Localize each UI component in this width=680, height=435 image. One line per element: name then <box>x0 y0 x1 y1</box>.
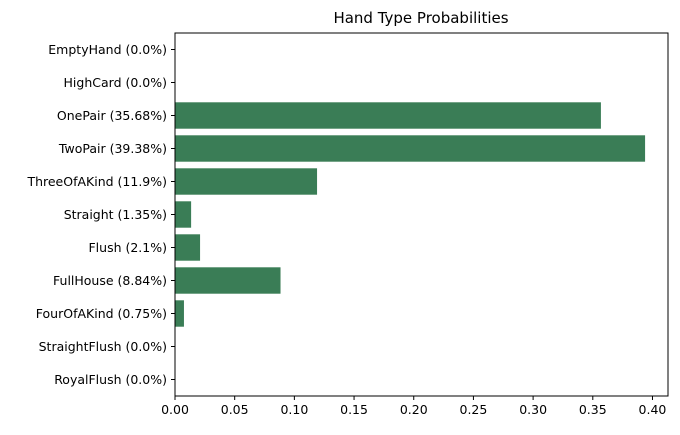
bar-7 <box>175 267 281 294</box>
y-tick-label-6: Flush (2.1%) <box>88 240 167 255</box>
chart-title: Hand Type Probabilities <box>333 9 508 27</box>
bar-2 <box>175 102 601 129</box>
y-axis: EmptyHand (0.0%) HighCard (0.0%) OnePair (… <box>26 42 175 387</box>
x-tick-label-3: 0.15 <box>340 402 368 417</box>
x-tick-label-4: 0.20 <box>400 402 428 417</box>
y-tick-label-1: HighCard (0.0%) <box>64 75 167 90</box>
y-tick-label-8: FourOfAKind (0.75%) <box>36 306 167 321</box>
y-tick-label-2: OnePair (35.68%) <box>57 108 167 123</box>
x-tick-label-1: 0.05 <box>221 402 249 417</box>
bars-group <box>175 102 646 327</box>
y-tick-label-3: TwoPair (39.38%) <box>58 141 167 156</box>
bar-4 <box>175 168 318 195</box>
x-tick-label-0: 0.00 <box>161 402 189 417</box>
plot-frame <box>174 32 669 397</box>
y-tick-label-0: EmptyHand (0.0%) <box>48 42 167 57</box>
bar-8 <box>175 300 184 327</box>
y-tick-label-7: FullHouse (8.84%) <box>53 273 167 288</box>
x-tick-label-8: 0.40 <box>639 402 667 417</box>
y-tick-label-5: Straight (1.35%) <box>64 207 167 222</box>
x-tick-label-7: 0.35 <box>579 402 607 417</box>
x-tick-label-5: 0.25 <box>460 402 488 417</box>
x-tick-label-6: 0.30 <box>519 402 547 417</box>
bar-6 <box>175 234 201 261</box>
bar-5 <box>175 201 192 228</box>
x-axis: 0.00 0.05 0.10 0.15 0.20 0.25 0.30 0.35 0.40 <box>161 396 666 417</box>
y-tick-label-9: StraightFlush (0.0%) <box>39 339 167 354</box>
y-tick-label-4: ThreeOfAKind (11.9%) <box>26 174 167 189</box>
x-tick-label-2: 0.10 <box>280 402 308 417</box>
bar-3 <box>175 135 646 162</box>
y-tick-label-10: RoyalFlush (0.0%) <box>54 372 167 387</box>
